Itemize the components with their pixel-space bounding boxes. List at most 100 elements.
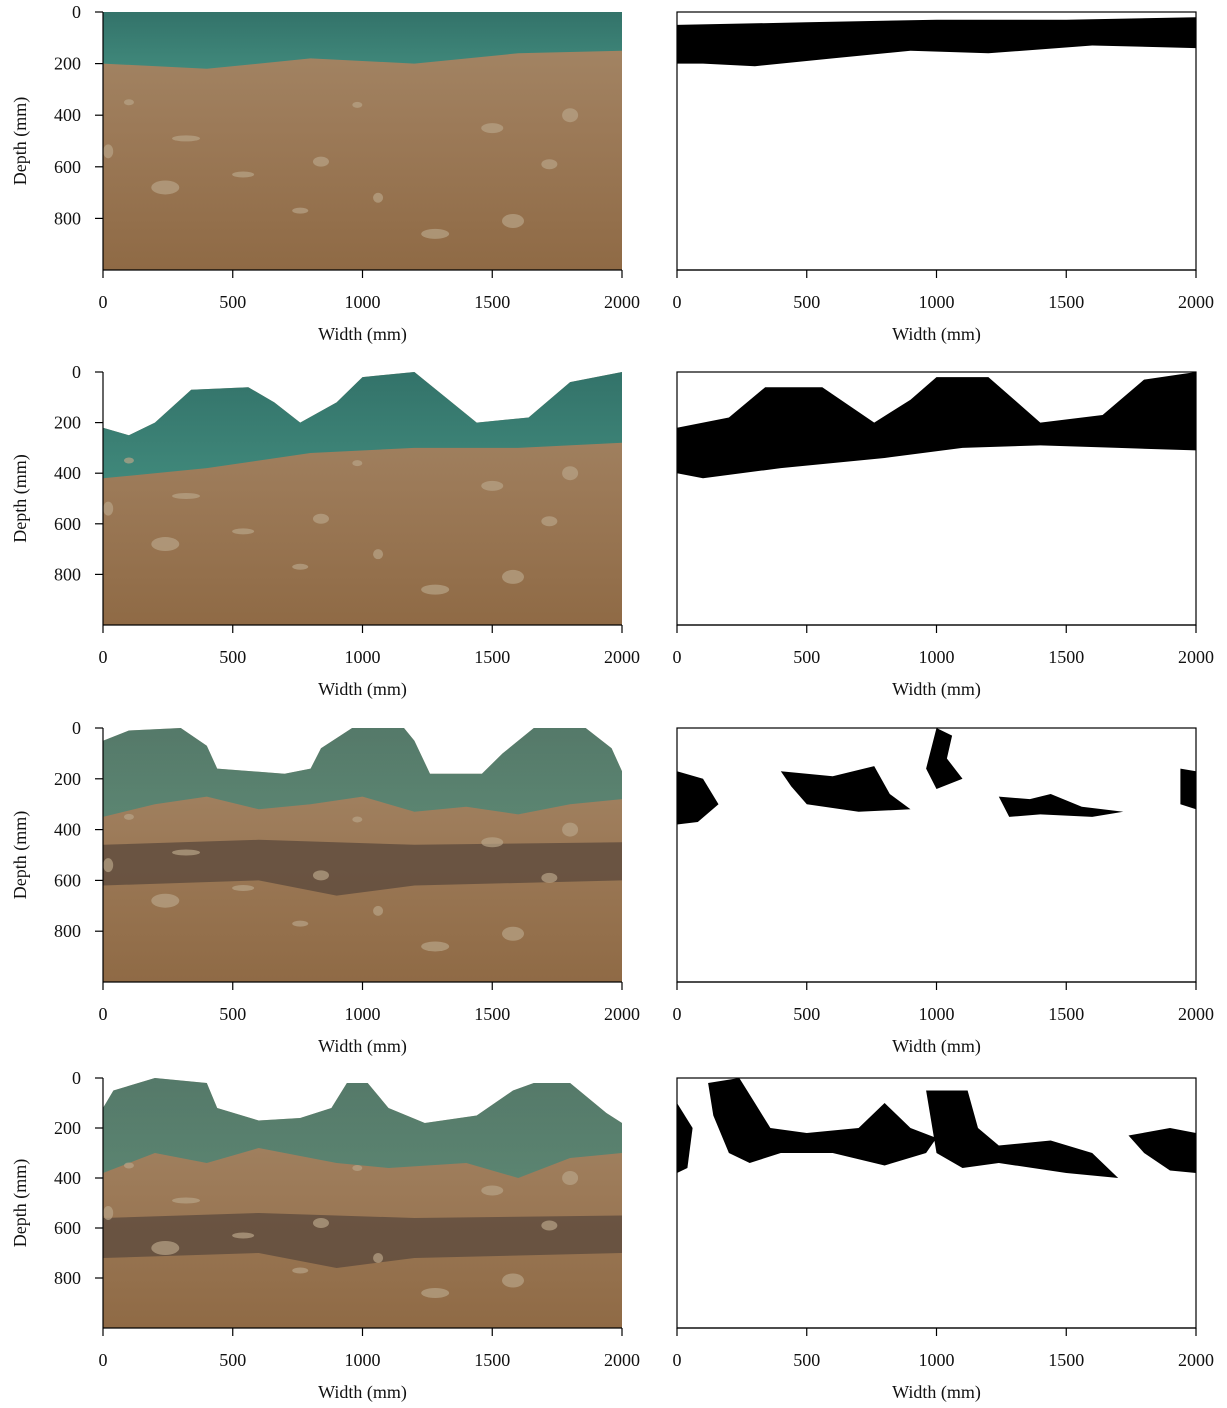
- y-tick-label: 600: [54, 1218, 81, 1238]
- y-tick-label: 800: [54, 564, 81, 584]
- x-tick-label: 500: [219, 1350, 246, 1370]
- x-tick-label: 1000: [345, 1350, 381, 1370]
- stone: [313, 870, 329, 880]
- y-tick-label: 0: [72, 1068, 81, 1088]
- stone: [124, 99, 134, 105]
- stone: [292, 921, 308, 927]
- y-tick-label: 200: [54, 769, 81, 789]
- y-tick-label: 800: [54, 1268, 81, 1288]
- y-axis-label: Depth (mm): [10, 97, 31, 185]
- stone: [421, 1288, 449, 1298]
- stone: [232, 1233, 254, 1239]
- x-tick-label: 0: [99, 292, 108, 312]
- stone: [313, 514, 329, 524]
- stone: [562, 823, 578, 837]
- stone: [352, 1165, 362, 1171]
- stone: [502, 1274, 524, 1288]
- y-tick-label: 0: [72, 362, 81, 382]
- y-tick-label: 0: [72, 2, 81, 22]
- tracer-mask: [1180, 769, 1196, 810]
- stone: [292, 564, 308, 570]
- stone: [232, 528, 254, 534]
- stone: [151, 180, 179, 194]
- x-tick-label: 2000: [604, 292, 640, 312]
- stone: [502, 570, 524, 584]
- x-tick-label: 0: [673, 292, 682, 312]
- x-tick-label: 1500: [474, 1004, 510, 1024]
- x-tick-label: 500: [793, 1004, 820, 1024]
- x-tick-label: 1000: [345, 647, 381, 667]
- x-tick-label: 2000: [1178, 292, 1214, 312]
- x-tick-label: 500: [219, 292, 246, 312]
- x-axis-label: Width (mm): [892, 1382, 981, 1403]
- stone: [541, 516, 557, 526]
- x-tick-label: 500: [793, 647, 820, 667]
- stone: [103, 502, 113, 516]
- y-tick-label: 600: [54, 157, 81, 177]
- x-tick-label: 2000: [1178, 647, 1214, 667]
- stone: [481, 837, 503, 847]
- stone: [373, 1253, 383, 1263]
- stone: [172, 493, 200, 499]
- x-tick-label: 500: [793, 1350, 820, 1370]
- stone: [502, 214, 524, 228]
- y-tick-label: 800: [54, 921, 81, 941]
- y-tick-label: 400: [54, 820, 81, 840]
- stone: [124, 1163, 134, 1169]
- x-axis-label: Width (mm): [318, 1036, 407, 1057]
- stone: [373, 193, 383, 203]
- stone: [481, 123, 503, 133]
- x-tick-label: 1000: [919, 647, 955, 667]
- stone: [292, 1268, 308, 1274]
- y-tick-label: 400: [54, 1168, 81, 1188]
- stone: [172, 135, 200, 141]
- x-tick-label: 1500: [1048, 292, 1084, 312]
- stone: [373, 906, 383, 916]
- stone: [103, 858, 113, 872]
- x-tick-label: 1500: [474, 292, 510, 312]
- x-tick-label: 1500: [474, 647, 510, 667]
- stone: [481, 481, 503, 491]
- x-tick-label: 500: [793, 292, 820, 312]
- stone: [103, 144, 113, 158]
- stone: [292, 208, 308, 214]
- stone: [541, 873, 557, 883]
- x-tick-label: 0: [99, 1350, 108, 1370]
- x-tick-label: 2000: [604, 1350, 640, 1370]
- x-axis-label: Width (mm): [892, 324, 981, 345]
- y-tick-label: 200: [54, 413, 81, 433]
- y-tick-label: 400: [54, 105, 81, 125]
- x-axis-label: Width (mm): [892, 1036, 981, 1057]
- y-tick-label: 0: [72, 718, 81, 738]
- stone: [541, 1221, 557, 1231]
- x-tick-label: 1500: [1048, 1350, 1084, 1370]
- stone: [562, 108, 578, 122]
- x-tick-label: 0: [673, 1350, 682, 1370]
- y-tick-label: 200: [54, 1118, 81, 1138]
- stone: [421, 941, 449, 951]
- x-tick-label: 1500: [474, 1350, 510, 1370]
- stone: [481, 1186, 503, 1196]
- stone: [313, 157, 329, 167]
- x-tick-label: 1000: [919, 1350, 955, 1370]
- x-tick-label: 1500: [1048, 1004, 1084, 1024]
- y-tick-label: 600: [54, 514, 81, 534]
- x-tick-label: 2000: [604, 647, 640, 667]
- stone: [232, 885, 254, 891]
- stone: [352, 460, 362, 466]
- x-tick-label: 2000: [604, 1004, 640, 1024]
- stone: [151, 894, 179, 908]
- x-tick-label: 1000: [345, 1004, 381, 1024]
- x-tick-label: 2000: [1178, 1004, 1214, 1024]
- x-axis-label: Width (mm): [318, 679, 407, 700]
- stone: [373, 549, 383, 559]
- y-tick-label: 800: [54, 208, 81, 228]
- stone: [502, 927, 524, 941]
- y-axis-label: Depth (mm): [10, 1159, 31, 1247]
- x-tick-label: 1500: [1048, 647, 1084, 667]
- stone: [421, 585, 449, 595]
- y-axis-label: Depth (mm): [10, 454, 31, 542]
- stone: [352, 816, 362, 822]
- stone: [313, 1218, 329, 1228]
- y-tick-label: 400: [54, 463, 81, 483]
